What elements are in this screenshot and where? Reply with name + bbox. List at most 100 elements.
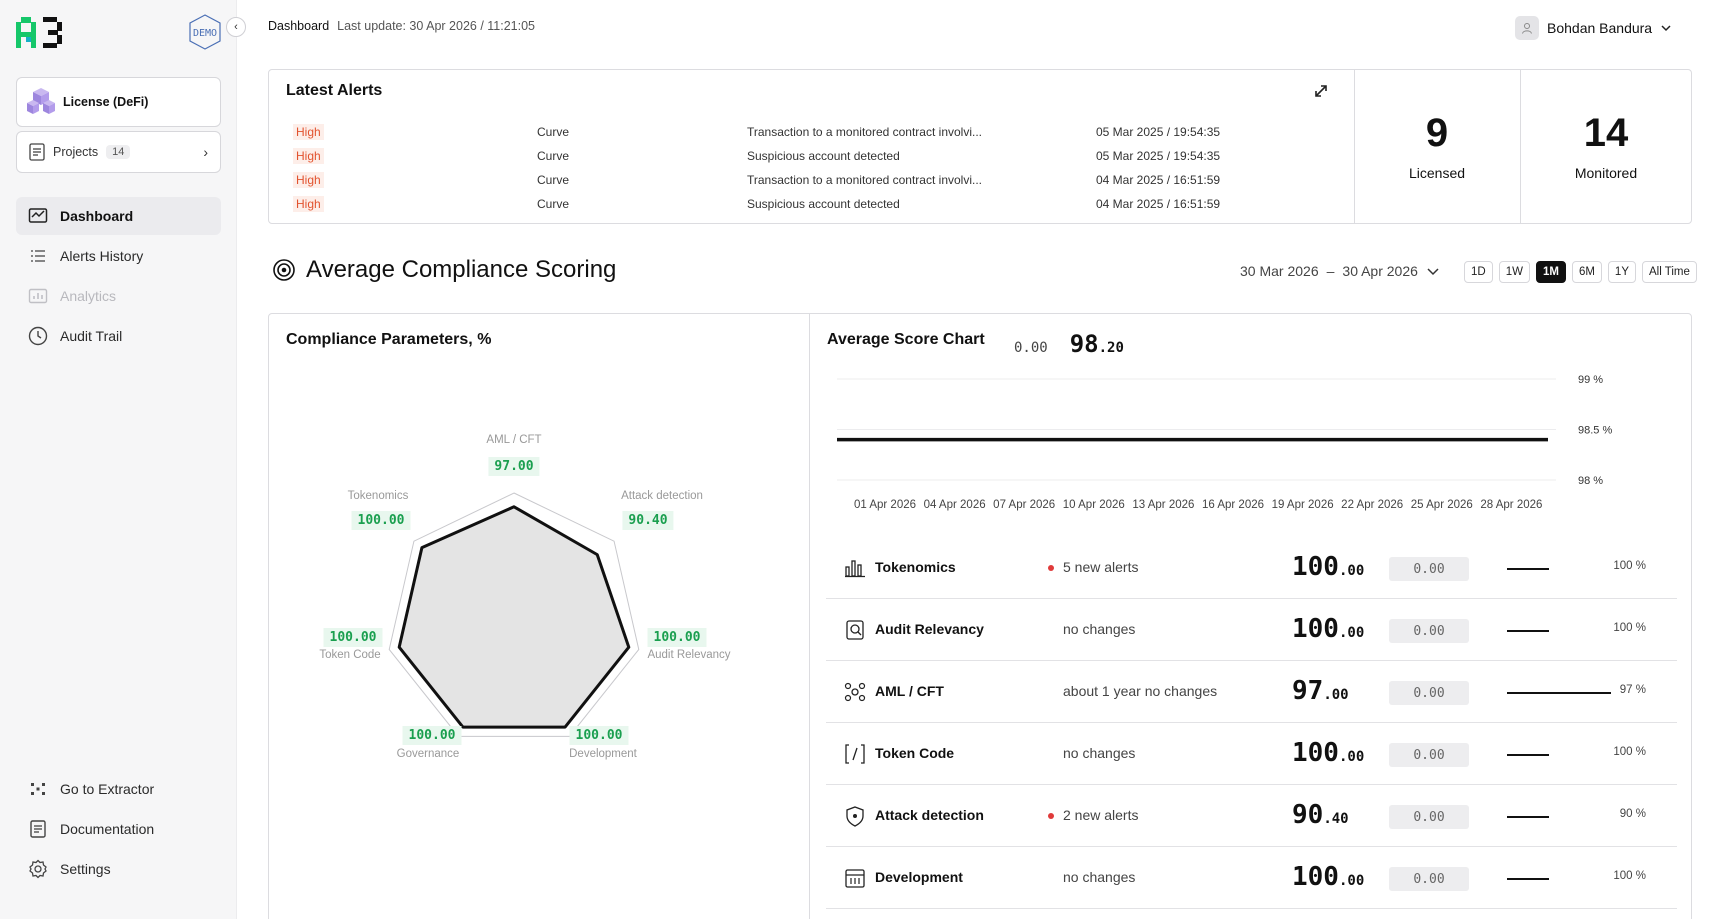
parameter-score: 100.00	[1292, 614, 1365, 644]
range-1m-button[interactable]: 1M	[1535, 261, 1566, 283]
radar-axis-label: Attack detection	[621, 490, 703, 502]
breadcrumb-current[interactable]: Dashboard	[268, 19, 330, 33]
monitored-label: Monitored	[1574, 164, 1638, 181]
radar-score-shape	[397, 505, 631, 729]
target-icon	[273, 259, 295, 281]
average-score-line-chart: 99 % 98.5 % 98 % 01 Apr 2026 04 Apr 2026 07 A…	[837, 374, 1612, 511]
score-chart-title: Average Score Chart	[827, 331, 985, 348]
x-tick-label: 16 Apr 2026	[1202, 499, 1264, 511]
parameter-delta: 0.00	[1389, 557, 1469, 581]
time-range-tabs: 1D 1W 1M 6M 1Y All Time	[1464, 261, 1697, 283]
grid-icon	[845, 869, 865, 888]
severity-badge: High	[293, 148, 324, 164]
parameter-row[interactable]: Development no changes 100.00 0.00 100 %	[826, 847, 1677, 909]
projects-count-badge: 14	[106, 145, 131, 159]
score-current: 98.20	[1070, 330, 1124, 358]
range-1y-button[interactable]: 1Y	[1607, 261, 1636, 283]
x-tick-label: 04 Apr 2026	[924, 499, 986, 511]
nav-item-settings[interactable]: Settings	[16, 850, 221, 888]
parameter-row[interactable]: AML / CFT about 1 year no changes 97.00 0.0…	[826, 661, 1677, 723]
network-icon	[844, 682, 866, 702]
nav-item-analytics[interactable]: Analytics	[16, 277, 221, 315]
alert-message: Transaction to a monitored contract invo…	[747, 173, 982, 187]
nav-label: Settings	[60, 861, 111, 877]
app-logo[interactable]	[16, 16, 78, 53]
alert-message: Suspicious account detected	[747, 149, 900, 163]
nav-item-go-to-extractor[interactable]: Go to Extractor	[16, 770, 221, 808]
radar-axis-label: Audit Relevancy	[647, 649, 731, 661]
radar-axis-value: 100.00	[323, 628, 383, 647]
parameter-percent: 100 %	[1613, 746, 1646, 758]
gear-icon	[29, 859, 47, 879]
demo-badge: DEMO	[188, 14, 222, 50]
x-tick-label: 13 Apr 2026	[1132, 499, 1194, 511]
date-to: 30 Apr 2026	[1342, 263, 1418, 279]
nav-item-audit-trail[interactable]: Audit Trail	[16, 317, 221, 355]
collapse-sidebar-button[interactable]: ‹	[226, 17, 246, 37]
licensed-stat: 9 Licensed	[1354, 70, 1520, 223]
range-1w-button[interactable]: 1W	[1498, 261, 1530, 283]
section-header: Average Compliance Scoring	[272, 256, 616, 284]
parameter-name: Token Code	[875, 745, 955, 761]
radar-axis-value: 100.00	[351, 511, 411, 530]
radar-axis-label: Development	[569, 748, 637, 760]
radar-title: Compliance Parameters, %	[286, 331, 492, 348]
svg-text:DEMO: DEMO	[193, 28, 217, 39]
divider	[1520, 70, 1521, 223]
parameter-progress-bar	[1507, 878, 1549, 880]
user-menu[interactable]: Bohdan Bandura	[1515, 16, 1672, 40]
projects-selector[interactable]: Projects 14 ›	[16, 131, 221, 173]
license-selector[interactable]: License (DeFi)	[16, 77, 221, 127]
range-all-time-button[interactable]: All Time	[1642, 261, 1697, 283]
nav-item-dashboard[interactable]: Dashboard	[16, 197, 221, 235]
score-current-dec: .20	[1098, 340, 1124, 356]
x-tick-label: 28 Apr 2026	[1480, 499, 1542, 511]
parameter-name: Development	[875, 869, 963, 885]
alert-time: 04 Mar 2025 / 16:51:59	[1096, 173, 1221, 187]
alert-row[interactable]: High Curve Suspicious account detected 0…	[293, 193, 1283, 217]
alert-row[interactable]: High Curve Transaction to a monitored co…	[293, 121, 1283, 145]
x-tick-label: 25 Apr 2026	[1411, 499, 1473, 511]
chevron-down-icon	[1661, 25, 1671, 32]
nav-label: Go to Extractor	[60, 781, 155, 797]
expand-icon[interactable]	[1312, 82, 1330, 100]
range-1d-button[interactable]: 1D	[1464, 261, 1493, 283]
audit-icon	[846, 620, 864, 640]
nav-item-alerts-history[interactable]: Alerts History	[16, 237, 221, 275]
date-range-picker[interactable]: 30 Mar 2026 – 30 Apr 2026	[1240, 263, 1440, 279]
alerts-table: High Curve Transaction to a monitored co…	[293, 121, 1283, 217]
alert-message: Suspicious account detected	[747, 197, 900, 211]
alert-project: Curve	[537, 125, 570, 139]
date-separator: –	[1326, 263, 1335, 279]
nav-label: Alerts History	[60, 248, 144, 264]
parameter-percent: 90 %	[1619, 808, 1646, 820]
clock-icon	[28, 326, 48, 346]
parameter-change: about 1 year no changes	[1063, 683, 1218, 699]
parameter-row[interactable]: Tokenomics 5 new alerts 100.00 0.00 100 %	[826, 537, 1677, 599]
nav-label: Analytics	[60, 288, 117, 304]
nav-item-documentation[interactable]: Documentation	[16, 810, 221, 848]
x-tick-label: 19 Apr 2026	[1272, 499, 1334, 511]
parameter-change: 5 new alerts	[1048, 559, 1138, 575]
licensed-count: 9	[1425, 110, 1449, 155]
license-label: License (DeFi)	[63, 95, 149, 109]
parameter-row[interactable]: Token Code no changes 100.00 0.00 100 %	[826, 723, 1677, 785]
alert-time: 05 Mar 2025 / 19:54:35	[1096, 149, 1221, 163]
code-icon	[845, 744, 865, 764]
parameter-row[interactable]: Attack detection 2 new alerts 90.40 0.00 90 …	[826, 785, 1677, 847]
alert-row[interactable]: High Curve Suspicious account detected 0…	[293, 145, 1283, 169]
alert-time: 05 Mar 2025 / 19:54:35	[1096, 125, 1221, 139]
dashboard-icon	[28, 208, 48, 223]
nav-label: Dashboard	[60, 208, 134, 224]
projects-label: Projects	[53, 145, 99, 159]
y-tick-label: 99 %	[1578, 374, 1603, 386]
parameter-name: Tokenomics	[875, 559, 956, 575]
severity-badge: High	[293, 172, 324, 188]
last-update-text: Last update: 30 Apr 2026 / 11:21:05	[337, 19, 536, 33]
alert-row[interactable]: High Curve Transaction to a monitored co…	[293, 169, 1283, 193]
range-6m-button[interactable]: 6M	[1571, 261, 1602, 283]
bar-chart-icon	[845, 560, 865, 578]
y-tick-label: 98 %	[1578, 475, 1603, 487]
parameter-row[interactable]: Audit Relevancy no changes 100.00 0.00 100 %	[826, 599, 1677, 661]
parameter-score: 90.40	[1292, 800, 1349, 830]
